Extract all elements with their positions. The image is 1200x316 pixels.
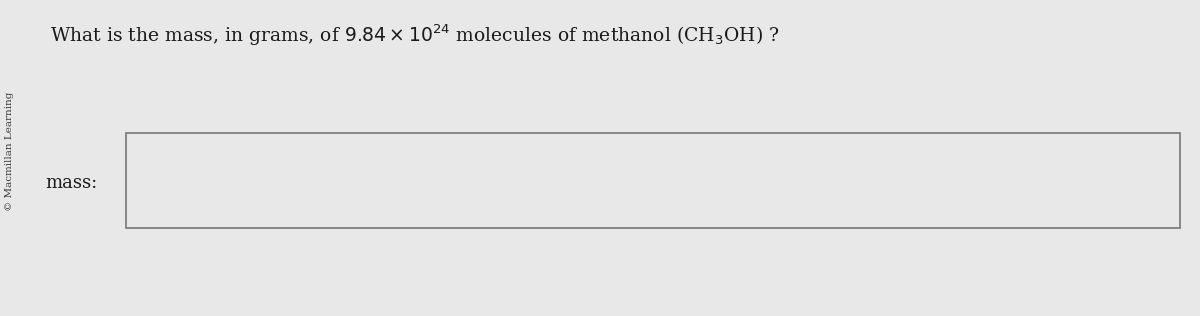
- Text: mass:: mass:: [46, 174, 98, 192]
- Text: © Macmillan Learning: © Macmillan Learning: [5, 92, 14, 211]
- Text: What is the mass, in grams, of $9.84 \times 10^{24}$ molecules of methanol (CH$_: What is the mass, in grams, of $9.84 \ti…: [50, 22, 780, 48]
- FancyBboxPatch shape: [126, 133, 1180, 228]
